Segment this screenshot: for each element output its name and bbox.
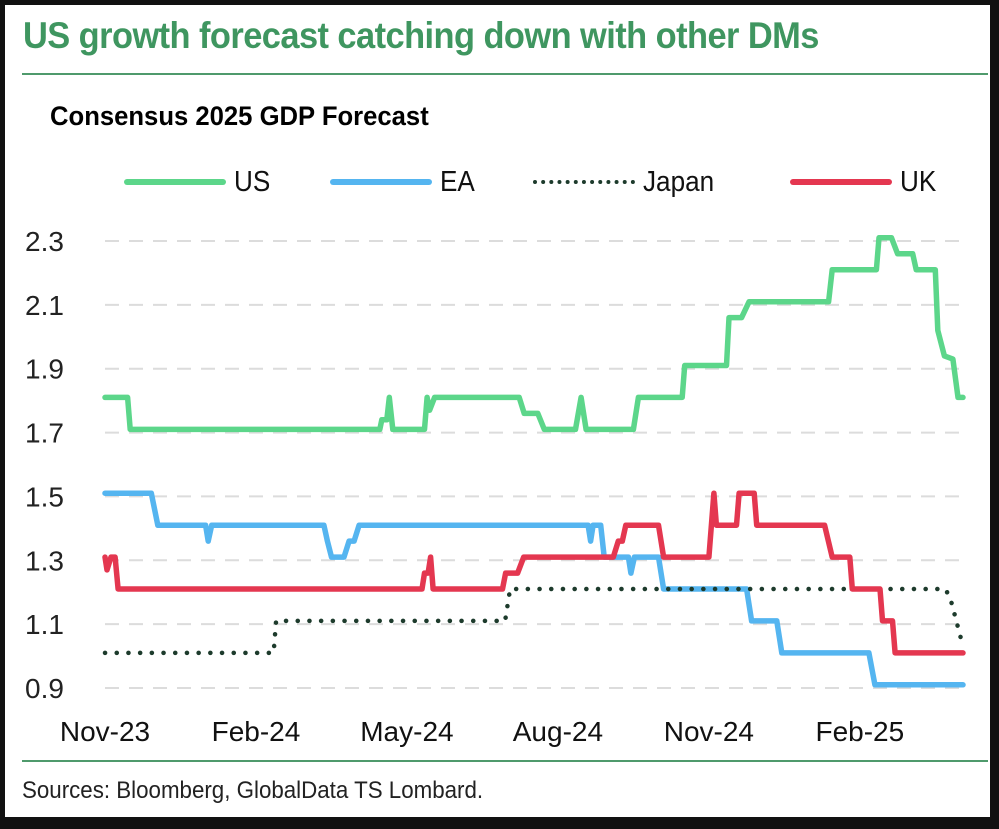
x-tick-label: Nov-23 [60, 716, 150, 747]
y-tick-label: 1.3 [25, 545, 64, 576]
legend-label-us: US [234, 165, 271, 198]
legend-swatch-japan [533, 180, 635, 184]
gridlines [105, 240, 963, 689]
legend-swatch-uk [790, 179, 892, 185]
y-tick-label: 2.1 [25, 290, 64, 321]
series-lines [102, 235, 966, 688]
legend-label-ea: EA [440, 165, 475, 198]
y-tick-label: 1.7 [25, 418, 64, 449]
x-tick-label: Nov-24 [664, 716, 754, 747]
x-tick-label: Feb-24 [212, 716, 301, 747]
legend-label-uk: UK [900, 165, 937, 198]
legend-swatch-us [124, 179, 226, 185]
series-line-ea [102, 490, 966, 688]
source-note: Sources: Bloomberg, GlobalData TS Lombar… [22, 777, 484, 804]
series-line-uk [102, 490, 966, 656]
y-tick-label: 0.9 [25, 673, 64, 704]
legend-item-uk: UK [790, 162, 940, 202]
x-tick-label: May-24 [360, 716, 453, 747]
y-tick-label: 1.9 [25, 354, 64, 385]
y-tick-label: 2.3 [25, 226, 64, 257]
chart-headline: US growth forecast catching down with ot… [23, 15, 819, 56]
y-tick-label: 1.5 [25, 481, 64, 512]
top-divider [22, 73, 988, 75]
legend-item-ea: EA [330, 162, 479, 202]
legend-item-japan: Japan [533, 162, 722, 202]
chart-legend: US EA Japan UK [5, 162, 990, 202]
legend-item-us: US [124, 162, 274, 202]
x-tick-label: Aug-24 [513, 716, 603, 747]
series-line-japan [102, 586, 966, 656]
x-tick-label: Feb-25 [815, 716, 904, 747]
y-axis-ticks: 0.9 1.1 1.3 1.5 1.7 1.9 2.1 2.3 [25, 226, 64, 704]
chart-plot: 0.9 1.1 1.3 1.5 1.7 1.9 2.1 2.3 Nov-23 Feb-24 May… [25, 226, 966, 747]
legend-label-japan: Japan [643, 165, 715, 198]
legend-swatch-ea [330, 179, 432, 185]
bottom-divider [22, 760, 988, 762]
chart-frame: US growth forecast catching down with ot… [5, 5, 990, 817]
x-axis-ticks: Nov-23 Feb-24 May-24 Aug-24 Nov-24 Feb-25 [60, 716, 904, 747]
y-tick-label: 1.1 [25, 609, 64, 640]
series-line-us [102, 235, 966, 433]
chart-title: Consensus 2025 GDP Forecast [50, 101, 429, 131]
